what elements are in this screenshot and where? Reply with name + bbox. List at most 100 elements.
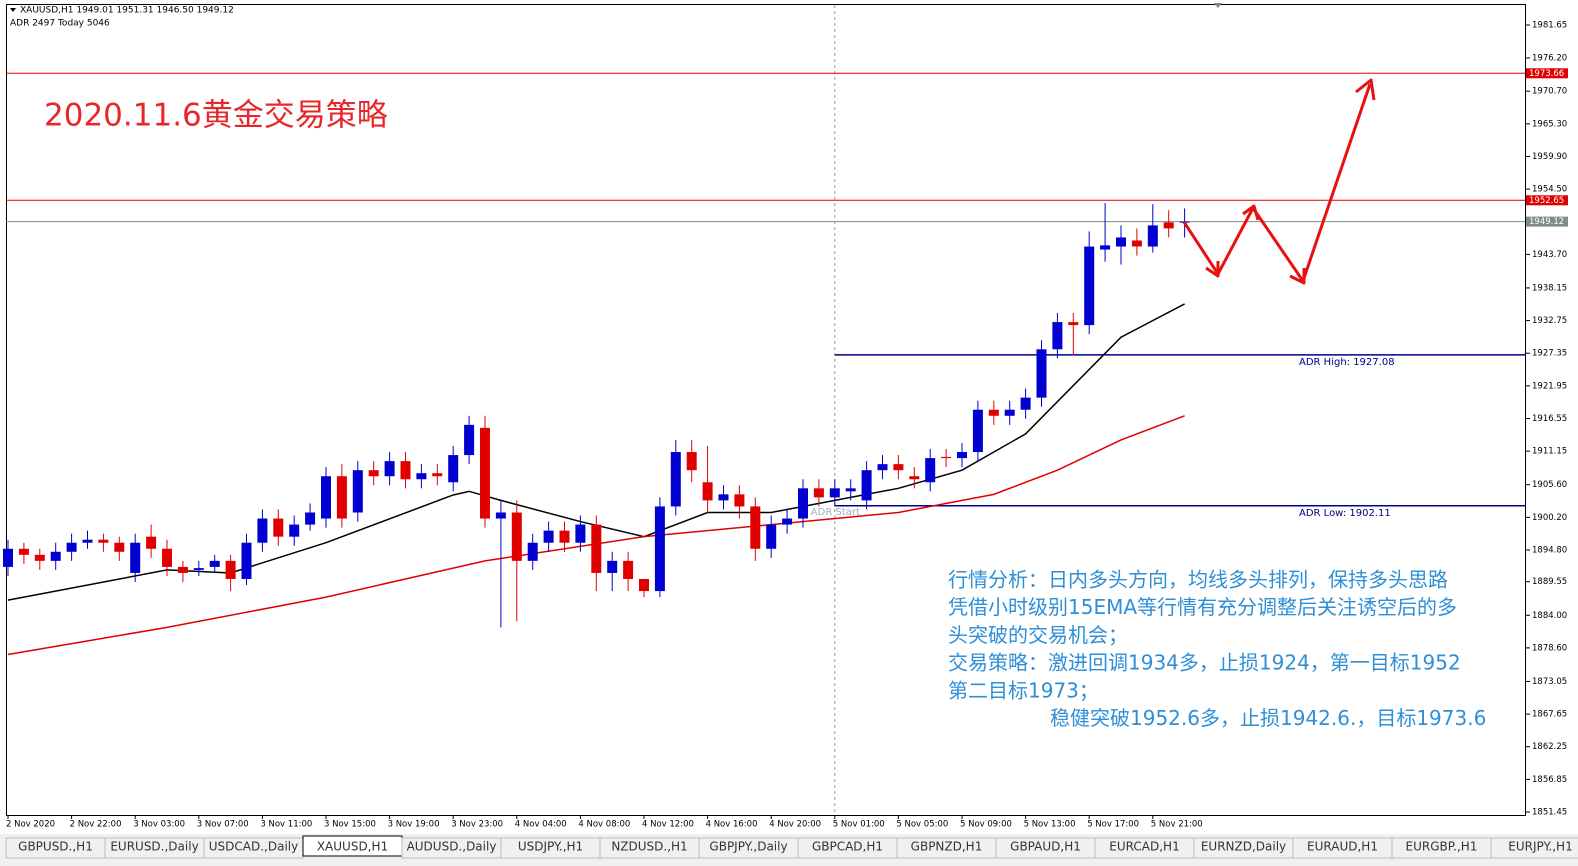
candle-body xyxy=(845,488,856,492)
y-tick-label: 1943.70 xyxy=(1532,250,1567,260)
candle-body xyxy=(50,551,61,561)
y-tick-label: 1927.35 xyxy=(1532,349,1567,359)
candle-body xyxy=(511,512,522,561)
x-tick-label: 3 Nov 15:00 xyxy=(324,820,376,830)
candle-body xyxy=(273,518,284,537)
candle-body xyxy=(162,548,172,567)
y-tick-label: 1932.75 xyxy=(1532,316,1567,326)
tab-label[interactable]: EURAUD,H1 xyxy=(1307,840,1378,854)
candle-body xyxy=(957,452,967,459)
price-box xyxy=(1526,195,1568,206)
tab-label[interactable]: AUDUSD.,Daily xyxy=(407,840,497,854)
tab-label[interactable]: GBPAUD,H1 xyxy=(1010,840,1081,854)
candle-body xyxy=(193,568,204,570)
candle-body xyxy=(559,530,570,543)
candle-body xyxy=(607,560,618,573)
x-tick-label: 5 Nov 05:00 xyxy=(896,820,948,830)
plot-frame xyxy=(6,4,1526,816)
note-line: 交易策略：激进回调1934多，止损1924，第一目标1952 xyxy=(948,651,1461,675)
candle-body xyxy=(766,524,777,549)
tab-label[interactable]: USDCAD.,Daily xyxy=(209,840,298,854)
candle-body xyxy=(1100,245,1111,250)
candle-body xyxy=(782,518,793,525)
tab-label[interactable]: EURCAD,H1 xyxy=(1109,840,1179,854)
candle-body xyxy=(225,560,236,579)
y-tick-label: 1878.60 xyxy=(1532,643,1567,653)
candle-body xyxy=(829,488,840,498)
tab-label[interactable]: GBPJPY.,Daily xyxy=(709,840,787,854)
candle-body xyxy=(909,476,920,480)
y-tick-label: 1884.00 xyxy=(1532,611,1567,621)
header: XAUUSD,H1 1949.01 1951.31 1946.50 1949.1… xyxy=(20,6,234,16)
price-box-label: 1973.66 xyxy=(1529,69,1564,79)
tab-label[interactable]: GBPUSD.,H1 xyxy=(18,840,93,854)
x-tick-label: 2 Nov 22:00 xyxy=(70,820,122,830)
x-tick-label: 3 Nov 03:00 xyxy=(133,820,185,830)
x-tick-label: 3 Nov 23:00 xyxy=(451,820,503,830)
note-line: 行情分析：日内多头方向，均线多头排列，保持多头思路 xyxy=(948,568,1448,592)
y-tick-label: 1981.65 xyxy=(1532,21,1567,31)
x-tick-label: 3 Nov 19:00 xyxy=(388,820,440,830)
candle-body xyxy=(1020,397,1031,410)
menu-arrow xyxy=(10,8,16,12)
x-tick-label: 4 Nov 08:00 xyxy=(578,820,630,830)
level-label: ADR High: 1927.08 xyxy=(1299,357,1395,368)
y-tick-label: 1921.95 xyxy=(1532,381,1567,391)
arrow-head xyxy=(1289,268,1306,285)
candle-body xyxy=(400,461,411,480)
candle-body xyxy=(1036,349,1047,398)
x-tick-label: 2 Nov 2020 xyxy=(6,820,55,830)
candle-body xyxy=(209,560,220,567)
candle-body xyxy=(925,458,936,483)
shift-marker xyxy=(1214,3,1222,8)
tab-label[interactable]: XAUUSD,H1 xyxy=(317,840,388,854)
moving-average xyxy=(7,303,1185,601)
candle-body xyxy=(1147,225,1158,247)
note-line: 头突破的交易机会； xyxy=(948,623,1128,647)
tab-label[interactable]: NZDUSD.,H1 xyxy=(611,840,687,854)
price-box xyxy=(1526,68,1568,79)
candle-body xyxy=(718,494,729,501)
candle-body xyxy=(34,554,45,561)
tab-label[interactable]: GBPNZD,H1 xyxy=(911,840,983,854)
forecast-arrows xyxy=(1182,78,1376,285)
candle-body xyxy=(877,464,888,471)
y-tick-label: 1938.15 xyxy=(1532,283,1567,293)
candle-body xyxy=(1084,246,1095,326)
tab-label[interactable]: GBPCAD,H1 xyxy=(812,840,883,854)
y-tick-label: 1959.90 xyxy=(1532,152,1567,162)
candle-body xyxy=(130,542,141,573)
tab-label[interactable]: EURJPY.,H1 xyxy=(1508,840,1572,854)
tab-label[interactable]: EURUSD.,Daily xyxy=(110,840,198,854)
candle-body xyxy=(750,506,761,549)
tab-label[interactable]: EURGBP.,H1 xyxy=(1406,840,1478,854)
y-tick-label: 1862.25 xyxy=(1532,742,1567,752)
y-tick-label: 1965.30 xyxy=(1532,119,1567,129)
y-tick-label: 1954.50 xyxy=(1532,185,1567,195)
note-line: 第二目标1973； xyxy=(948,678,1099,702)
x-tick-label: 5 Nov 01:00 xyxy=(833,820,885,830)
candle-body xyxy=(480,427,490,519)
y-tick-label: 1889.55 xyxy=(1532,577,1567,587)
candle-body xyxy=(114,542,125,552)
candle-body xyxy=(241,542,252,579)
x-tick-label: 5 Nov 17:00 xyxy=(1087,820,1139,830)
candle-body xyxy=(305,512,316,525)
price-box xyxy=(1526,216,1568,227)
candle-body xyxy=(336,476,347,519)
tab[interactable] xyxy=(1490,837,1578,859)
tab-label[interactable]: EURNZD,Daily xyxy=(1201,840,1286,854)
candle-body xyxy=(384,461,395,477)
header: ADR 2497 Today 5046 xyxy=(10,19,110,29)
x-tick-label: 4 Nov 04:00 xyxy=(515,820,567,830)
candle-body xyxy=(464,424,475,456)
candle-body xyxy=(3,548,13,567)
candle-body xyxy=(591,524,602,573)
x-tick-label: 5 Nov 09:00 xyxy=(960,820,1012,830)
analysis-notes: 行情分析：日内多头方向，均线多头排列，保持多头思路凭借小时级别15EMA等行情有… xyxy=(948,568,1486,731)
tab-label[interactable]: USDJPY.,H1 xyxy=(518,840,583,854)
price-box-label: 1952.65 xyxy=(1529,196,1564,206)
price-box-label: 1949.12 xyxy=(1529,217,1564,227)
x-tick-label: 4 Nov 16:00 xyxy=(706,820,758,830)
